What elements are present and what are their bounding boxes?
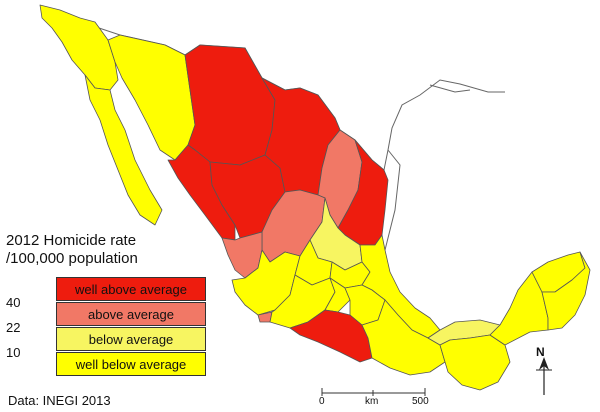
state-chihuahua — [184, 44, 276, 166]
scalebar-unit-label: km — [365, 396, 379, 407]
legend-label-well-below: well below average — [75, 357, 187, 372]
legend-swatch-below: below average — [56, 327, 206, 351]
legend-title-line2: /100,000 population — [6, 250, 138, 267]
legend-swatch-above: above average — [56, 302, 206, 326]
legend-break-10: 10 — [6, 345, 21, 360]
legend-title-line1: 2012 Homicide rate — [6, 232, 137, 249]
data-source: Data: INEGI 2013 — [8, 393, 111, 408]
coastline-line — [384, 149, 401, 251]
state-chiapas — [439, 334, 511, 391]
legend-label-well-above: well above average — [74, 282, 188, 297]
legend-swatch-well-below: well below average — [56, 352, 206, 376]
state-baja-california-sur — [84, 74, 163, 226]
legend-swatch-well-above: well above average — [56, 277, 206, 301]
scalebar-start-label: 0 — [319, 396, 325, 407]
legend-break-22: 22 — [6, 320, 21, 335]
state-quintana-roo — [541, 251, 591, 331]
north-arrow-icon — [536, 357, 552, 395]
legend-label-above: above average — [87, 307, 174, 322]
north-label: N — [536, 345, 545, 359]
gulf-line — [429, 84, 471, 93]
legend-label-below: below average — [88, 332, 174, 347]
legend-break-40: 40 — [6, 295, 21, 310]
scale-bar — [321, 388, 426, 396]
scalebar-end-label: 500 — [412, 396, 429, 407]
state-baja-california — [39, 4, 119, 91]
